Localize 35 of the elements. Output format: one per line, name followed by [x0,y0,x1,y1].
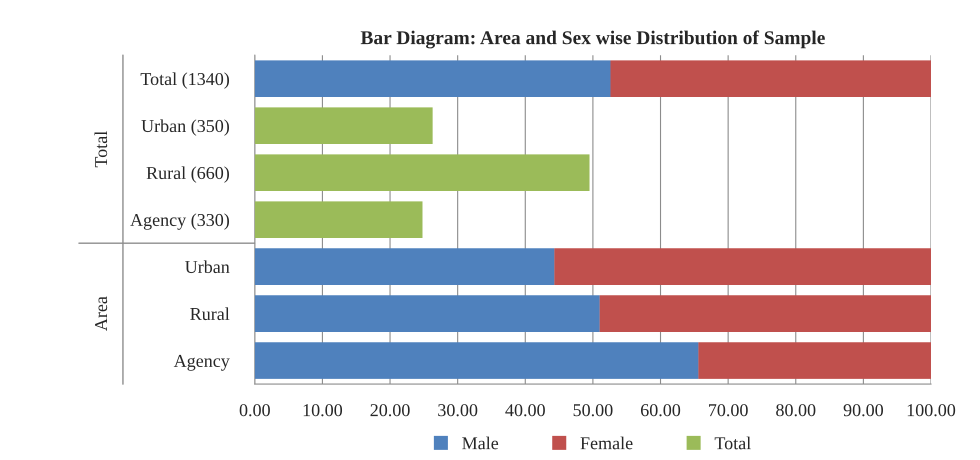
y-tick-label: Rural (660) [146,166,230,183]
chart-title: Bar Diagram: Area and Sex wise Distribution of Sample [360,30,825,48]
bar [254,107,433,144]
x-tick-label: 90.00 [844,404,884,416]
y-tick-label: Urban (350) [141,119,230,136]
y-tick-label: Urban [185,260,230,274]
legend-label: Female [580,436,633,450]
x-tick-label: 80.00 [776,404,816,416]
bar [254,295,600,332]
y-tick-label: Rural [190,307,230,320]
legend-label: Total [714,436,751,450]
x-tick-label: 0.00 [240,404,270,416]
bar [254,201,422,238]
bar [254,60,610,98]
text: Area [95,296,108,331]
x-tick-label: 10.00 [304,404,342,416]
x-tick-label: 40.00 [505,404,545,416]
bar [698,342,931,379]
legend-label: Male [462,436,498,450]
x-tick-label: 60.00 [640,404,680,416]
bar [254,154,590,191]
bar [254,342,698,379]
y-tick-label: Agency (330) [130,213,230,230]
y-tick-label: Total (1340) [140,72,230,89]
bar [254,248,554,285]
text: Total [94,131,108,168]
x-tick-label: 50.00 [574,404,613,416]
bar [600,295,931,332]
bar [610,60,931,98]
x-tick-label: 30.00 [438,404,478,416]
y-tick-label: Agency [174,354,230,371]
bar [554,248,931,285]
x-tick-label: 100.00 [908,404,956,416]
x-tick-label: 20.00 [370,404,410,416]
x-tick-label: 70.00 [709,404,748,416]
